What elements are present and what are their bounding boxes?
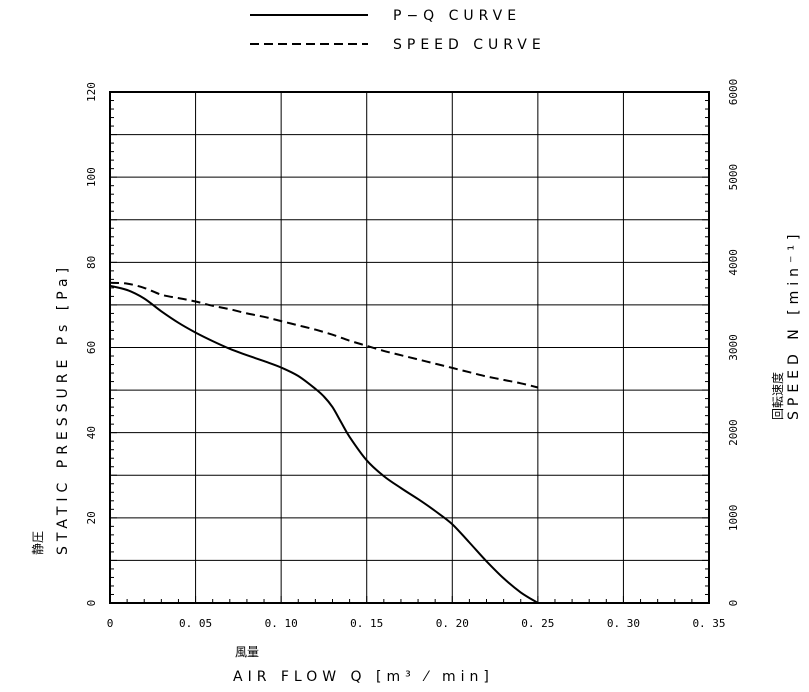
- x-tick-label: 0. 10: [265, 617, 298, 630]
- x-tick-label: 0. 05: [179, 617, 212, 630]
- x-tick-label: 0: [107, 617, 114, 630]
- y-right-title-ja: 回転速度: [770, 372, 785, 420]
- legend: P−Q CURVE SPEED CURVE: [250, 8, 546, 53]
- x-title: AIR FLOW Q [m³ ⁄ min]: [233, 669, 494, 685]
- legend-label-pq: P−Q CURVE: [393, 8, 521, 24]
- y-left-tick-label: 80: [85, 256, 98, 269]
- tick-labels: 0 0. 05 0. 10 0. 15 0. 20 0. 25 0. 30 0. 35 0 20 4…: [85, 79, 740, 630]
- x-tick-label: 0. 35: [692, 617, 725, 630]
- speed-curve-line: [109, 281, 539, 389]
- y-left-tick-label: 0: [85, 600, 98, 607]
- pq-curve-line: [109, 284, 539, 604]
- curves: [109, 281, 539, 604]
- y-left-tick-label: 20: [85, 511, 98, 524]
- legend-label-speed: SPEED CURVE: [393, 37, 546, 53]
- y-right-tick-label: 0: [727, 600, 740, 607]
- y-left-tick-label: 60: [85, 341, 98, 354]
- y-right-tick-label: 6000: [727, 79, 740, 106]
- y-right-tick-label: 4000: [727, 249, 740, 276]
- y-left-title-ja: 静圧: [31, 531, 45, 555]
- x-tick-label: 0. 20: [436, 617, 469, 630]
- y-right-title: SPEED N [min⁻¹]: [786, 230, 802, 421]
- y-left-tick-label: 40: [85, 426, 98, 439]
- y-right-tick-label: 2000: [727, 419, 740, 446]
- y-left-title: STATIC PRESSURE Ps [Pa]: [55, 263, 71, 555]
- x-title-ja: 風量: [235, 645, 259, 659]
- y-right-tick-label: 3000: [727, 334, 740, 361]
- grid: [109, 91, 710, 604]
- x-tick-label: 0. 15: [350, 617, 383, 630]
- y-right-tick-label: 1000: [727, 505, 740, 532]
- x-tick-label: 0. 25: [521, 617, 554, 630]
- y-left-tick-label: 120: [85, 82, 98, 102]
- x-tick-label: 0. 30: [607, 617, 640, 630]
- y-left-tick-label: 100: [85, 167, 98, 187]
- y-right-tick-label: 5000: [727, 164, 740, 191]
